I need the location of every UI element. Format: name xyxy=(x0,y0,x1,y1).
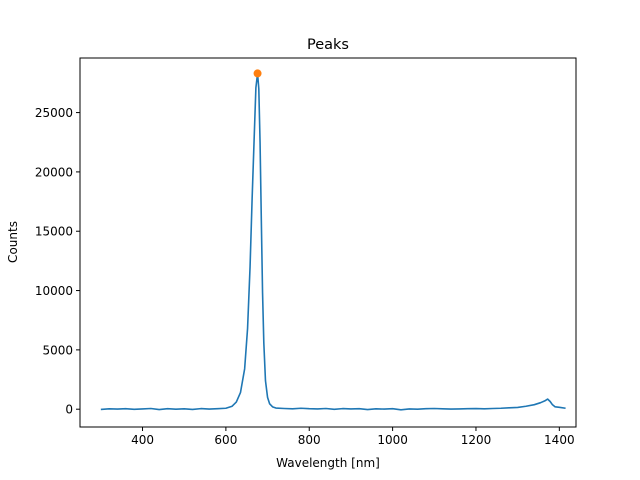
y-tick-label: 15000 xyxy=(35,225,73,239)
x-tick-label: 1200 xyxy=(461,433,492,447)
tick-layer: 400 600 800 1000 1200 1400 0 5000 10000 15000 2000… xyxy=(35,106,575,447)
chart-title: Peaks xyxy=(307,37,349,53)
axes-frame xyxy=(79,57,577,428)
y-tick-label: 20000 xyxy=(35,165,73,179)
y-tick-label: 0 xyxy=(65,403,73,417)
peak-marker xyxy=(253,69,262,78)
x-tick-label: 400 xyxy=(131,433,154,447)
x-tick-label: 1000 xyxy=(377,433,408,447)
x-axis-label: Wavelength [nm] xyxy=(276,456,380,470)
series-line xyxy=(100,72,566,411)
y-tick-label: 25000 xyxy=(35,106,73,120)
y-axis-label: Counts xyxy=(6,221,20,263)
x-tick-label: 800 xyxy=(298,433,321,447)
y-tick-label: 10000 xyxy=(35,284,73,298)
x-tick-label: 600 xyxy=(214,433,237,447)
y-tick-label: 5000 xyxy=(42,343,73,357)
plot-layer xyxy=(100,69,566,411)
x-tick-label: 1400 xyxy=(544,433,575,447)
